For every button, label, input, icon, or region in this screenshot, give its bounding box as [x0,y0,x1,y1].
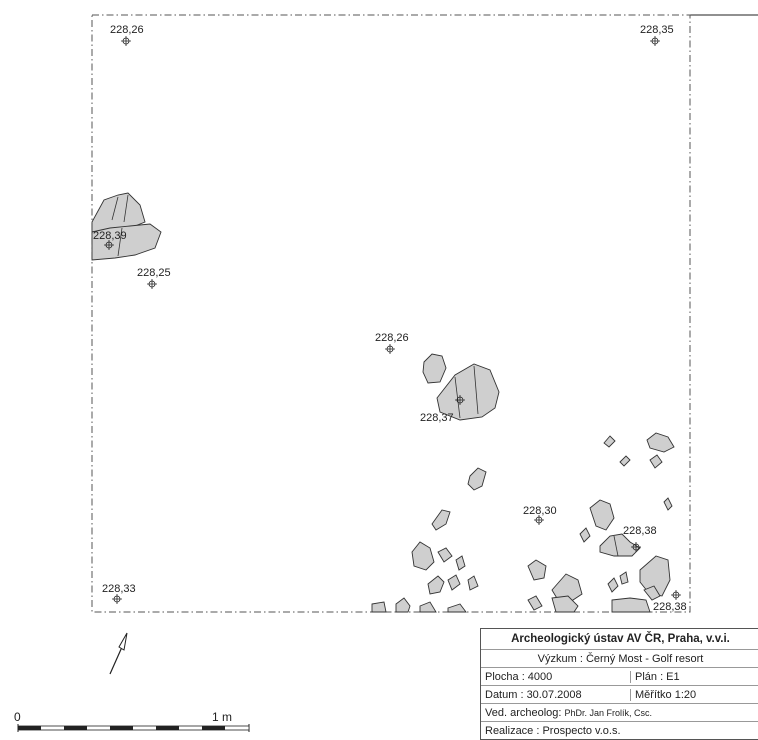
date-field: Datum : 30.07.2008 [485,688,582,701]
crosshair-lines [112,594,122,604]
institution-name: Archeologický ústav AV ČR, Praha, v.v.i. [511,633,730,645]
elevation-marker: 228,35 [640,24,674,46]
elevation-marker: 228,38 [623,525,657,552]
trench-boundary [91,14,691,613]
scale-field: Měřítko 1:20 [630,688,696,701]
crosshair-lines [534,515,544,525]
elevation-marker: 228,26 [375,332,409,354]
crosshair-lines [147,279,157,289]
elevation-label: 228,37 [420,412,454,424]
elevation-label: 228,39 [93,230,127,242]
elevation-label: 228,25 [137,267,171,279]
crosshair-lines [671,590,681,600]
elevation-label: 228,26 [110,24,144,36]
elevation-label: 228,38 [623,525,657,537]
plan-field: Plán : E1 [630,670,680,683]
crosshair-lines [455,395,465,405]
project-name: Výzkum : Černý Most - Golf resort [537,652,704,665]
elevation-marker: 228,38 [653,590,687,613]
crosshair-lines [650,36,660,46]
elevation-label: 228,33 [102,583,136,595]
stone-cluster-center [422,353,500,421]
elevation-label: 228,26 [375,332,409,344]
crosshair-lines [121,36,131,46]
archaeologist-name: PhDr. Jan Frolík, Csc. [564,707,653,718]
title-block: Archeologický ústav AV ČR, Praha, v.v.i.… [480,628,758,740]
crosshair-lines [104,240,114,250]
scale-end-label: 1 m [212,710,232,724]
archaeologist-label: Ved. archeolog: [485,706,562,719]
scale-bar: 0 1 m [14,710,250,732]
elevation-marker: 228,26 [110,24,144,46]
elevation-marker: 228,33 [102,583,136,604]
crosshair-lines [631,542,641,552]
area-field: Plocha : 4000 [485,670,553,683]
elevation-label: 228,30 [523,505,557,517]
north-arrow-icon [109,632,128,675]
elevation-label: 228,35 [640,24,674,36]
elevation-marker: 228,30 [523,505,557,525]
stone-scatter-lower-right [371,432,675,613]
scale-start-label: 0 [14,710,21,724]
elevation-marker: 228,25 [137,267,171,289]
crosshair-lines [385,344,395,354]
elevation-markers: 228,26 228,35 228,39 228,25 228,26 228,37 228,… [93,24,687,613]
stone-cluster-left [91,192,162,261]
elevation-marker: 228,39 [93,230,127,250]
elevation-marker: 228,37 [420,395,465,424]
realization-field: Realizace : Prospecto v.o.s. [485,724,621,737]
elevation-label: 228,38 [653,601,687,613]
